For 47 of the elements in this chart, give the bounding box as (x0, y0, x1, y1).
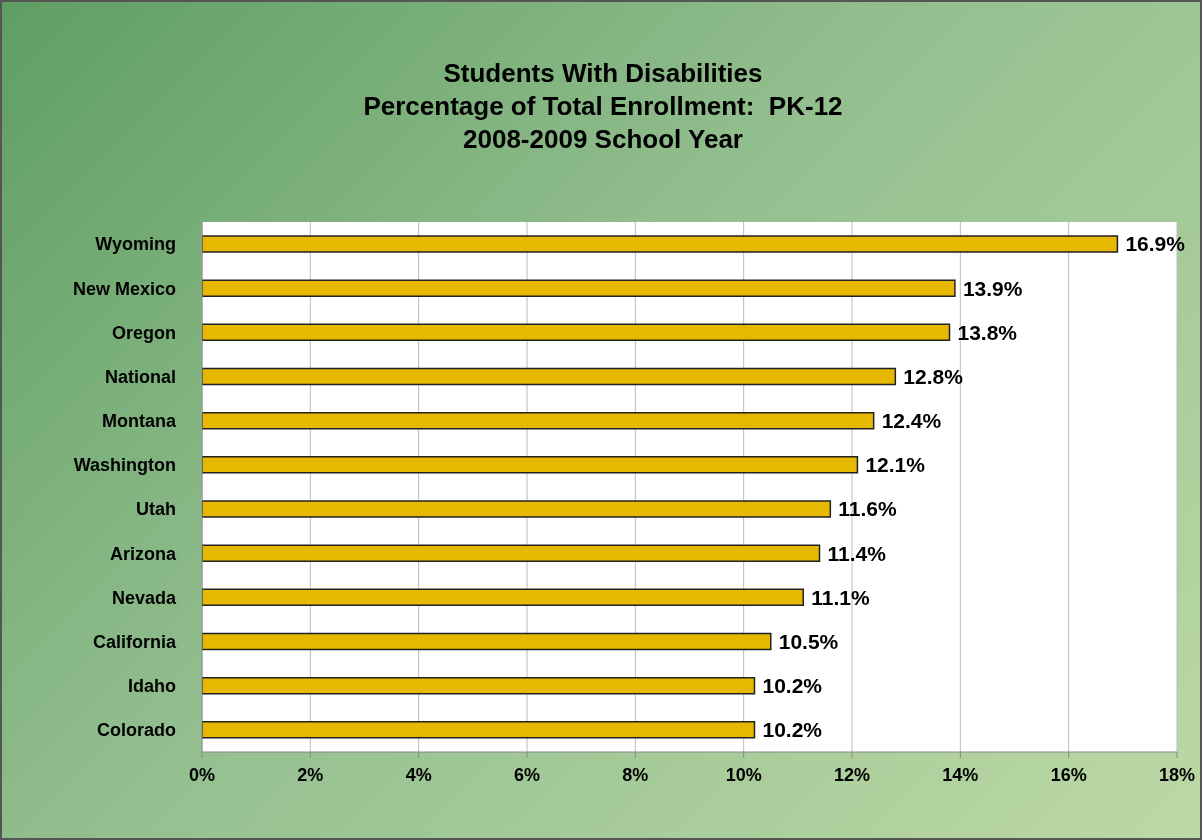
y-tick-label: Idaho (128, 676, 176, 697)
y-tick-label: Arizona (109, 543, 177, 564)
x-tick-label: 10% (725, 764, 762, 785)
bar (202, 500, 832, 518)
x-tick-label: 4% (405, 764, 432, 785)
y-tick-label: New Mexico (72, 278, 176, 299)
data-label: 10.5% (778, 629, 839, 653)
bar (202, 235, 1119, 253)
bar (202, 544, 821, 562)
bar (202, 367, 897, 386)
x-tick-label: 0% (188, 764, 216, 785)
y-tick-label: Washington (73, 455, 176, 476)
x-tick-label: 16% (1050, 764, 1087, 785)
data-label: 10.2% (762, 674, 823, 698)
chart-title: Students With Disabilities Percentage of Total Enrollment: PK-12 2008-2009 School Year (362, 57, 844, 156)
y-tick-label: Colorado (97, 720, 176, 741)
data-label: 10.2% (762, 718, 823, 742)
x-tick-label: 2% (297, 764, 324, 785)
data-label: 13.8% (957, 320, 1018, 344)
x-tick-label: 8% (622, 764, 649, 785)
data-label: 16.9% (1125, 232, 1186, 256)
data-label: 11.4% (827, 541, 887, 565)
bar (202, 588, 804, 607)
y-tick-label: Wyoming (95, 234, 176, 255)
bar (202, 721, 756, 739)
x-tick-label: 14% (942, 764, 979, 785)
y-tick-label: Montana (102, 411, 177, 432)
x-tick-label: 6% (513, 764, 541, 785)
data-label: 12.4% (881, 409, 942, 433)
data-label: 11.6% (838, 497, 898, 521)
bar (202, 456, 859, 474)
y-tick-label: Nevada (111, 587, 177, 608)
y-tick-label: National (104, 366, 176, 387)
bar (202, 323, 951, 342)
data-label: 12.8% (903, 364, 964, 388)
x-tick-label: 18% (1158, 764, 1196, 785)
data-label: 11.1% (811, 585, 870, 609)
bar (202, 411, 875, 430)
y-tick-label: California (92, 631, 177, 652)
y-tick-label: Oregon (111, 322, 176, 343)
y-tick-label: Utah (136, 499, 176, 520)
data-label: 13.9% (962, 276, 1023, 300)
x-tick-label: 12% (833, 764, 871, 785)
bar (202, 676, 756, 695)
bar (202, 279, 956, 297)
bar (202, 632, 772, 651)
data-label: 12.1% (865, 453, 926, 477)
